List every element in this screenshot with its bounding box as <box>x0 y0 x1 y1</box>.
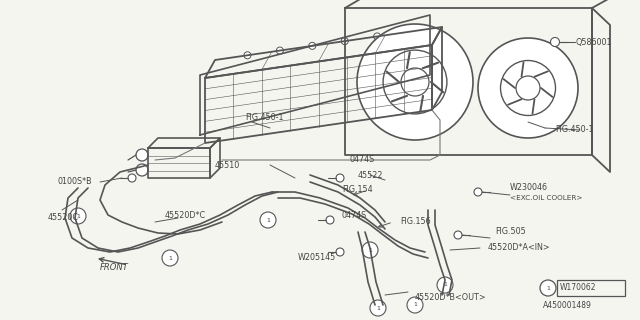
Circle shape <box>308 42 316 49</box>
Circle shape <box>374 33 381 40</box>
Text: 45520D*B<OUT>: 45520D*B<OUT> <box>415 293 486 302</box>
Text: 45520D*A<IN>: 45520D*A<IN> <box>488 244 550 252</box>
Text: 1: 1 <box>266 218 270 222</box>
Circle shape <box>437 277 453 293</box>
Circle shape <box>336 174 344 182</box>
Circle shape <box>516 76 540 100</box>
Text: FIG.505: FIG.505 <box>495 228 525 236</box>
Text: A450001489: A450001489 <box>543 301 592 310</box>
Text: 1: 1 <box>376 306 380 310</box>
Circle shape <box>478 38 578 138</box>
Text: 45520C: 45520C <box>48 213 79 222</box>
Text: <EXC.OIL COOLER>: <EXC.OIL COOLER> <box>510 195 582 201</box>
Text: W170062: W170062 <box>560 284 596 292</box>
Circle shape <box>162 250 178 266</box>
Text: Q586001: Q586001 <box>575 37 611 46</box>
Circle shape <box>383 50 447 114</box>
Circle shape <box>357 24 473 140</box>
Circle shape <box>407 297 423 313</box>
Text: 45510: 45510 <box>215 161 240 170</box>
Text: FIG.450-1: FIG.450-1 <box>555 125 593 134</box>
Text: 45522: 45522 <box>358 171 383 180</box>
Circle shape <box>128 174 136 182</box>
Text: FIG.154: FIG.154 <box>342 186 372 195</box>
Circle shape <box>500 60 556 116</box>
Circle shape <box>276 47 284 54</box>
Circle shape <box>341 38 348 45</box>
Circle shape <box>362 242 378 258</box>
Text: W205145: W205145 <box>298 253 336 262</box>
Text: 0474S: 0474S <box>342 211 367 220</box>
Circle shape <box>260 212 276 228</box>
Text: 0100S*B: 0100S*B <box>58 178 93 187</box>
Bar <box>557 280 625 296</box>
Circle shape <box>136 149 148 161</box>
Text: 1: 1 <box>76 213 80 219</box>
Text: W230046: W230046 <box>510 183 548 193</box>
Circle shape <box>401 68 429 96</box>
Text: 1: 1 <box>168 255 172 260</box>
Circle shape <box>370 300 386 316</box>
Text: 1: 1 <box>413 302 417 308</box>
Circle shape <box>454 231 462 239</box>
Text: 1: 1 <box>443 283 447 287</box>
Text: FIG.156: FIG.156 <box>400 218 431 227</box>
Circle shape <box>244 52 251 59</box>
Text: 1: 1 <box>368 247 372 252</box>
Circle shape <box>136 164 148 176</box>
Circle shape <box>540 280 556 296</box>
Circle shape <box>474 188 482 196</box>
Text: 1: 1 <box>546 285 550 291</box>
Circle shape <box>70 208 86 224</box>
Text: 45520D*C: 45520D*C <box>165 211 206 220</box>
Text: FIG.450-1: FIG.450-1 <box>245 114 284 123</box>
Circle shape <box>336 248 344 256</box>
Text: FRONT: FRONT <box>100 263 129 273</box>
Circle shape <box>550 37 559 46</box>
Text: 0474S: 0474S <box>350 156 375 164</box>
Circle shape <box>326 216 334 224</box>
